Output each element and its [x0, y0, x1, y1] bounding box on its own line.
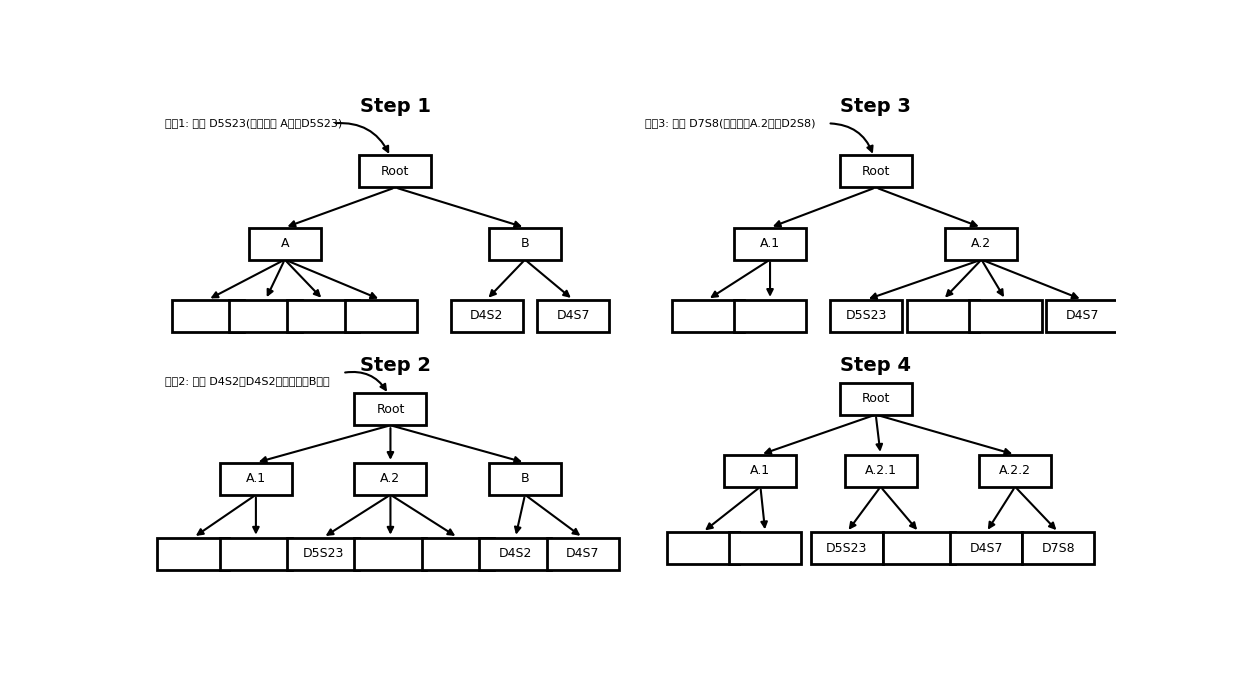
Text: Step 2: Step 2 [360, 356, 430, 375]
FancyBboxPatch shape [219, 463, 291, 495]
Text: D4S2: D4S2 [470, 310, 503, 322]
FancyBboxPatch shape [355, 393, 427, 425]
FancyBboxPatch shape [844, 455, 916, 486]
FancyBboxPatch shape [906, 300, 980, 332]
FancyBboxPatch shape [229, 300, 301, 332]
Text: A.2: A.2 [381, 472, 401, 485]
FancyBboxPatch shape [839, 155, 911, 187]
FancyArrowPatch shape [336, 123, 388, 152]
Text: D4S2: D4S2 [498, 547, 532, 560]
Text: D4S7: D4S7 [557, 310, 590, 322]
Text: A.2.1: A.2.1 [864, 464, 897, 477]
FancyBboxPatch shape [945, 228, 1018, 260]
Text: 指令1: 插入 D5S23(选取节点 A插入D5S23): 指令1: 插入 D5S23(选取节点 A插入D5S23) [165, 118, 342, 128]
Text: A.1: A.1 [760, 237, 780, 250]
FancyBboxPatch shape [489, 228, 560, 260]
Text: Root: Root [381, 165, 409, 178]
FancyBboxPatch shape [288, 300, 360, 332]
FancyBboxPatch shape [830, 300, 903, 332]
Text: Root: Root [862, 392, 890, 405]
Text: Root: Root [376, 403, 404, 416]
Text: Step 1: Step 1 [360, 96, 430, 116]
FancyBboxPatch shape [219, 537, 291, 570]
Text: D4S7: D4S7 [970, 542, 1003, 555]
Text: 指令3: 插入 D7S8(选取节点A.2插入D2S8): 指令3: 插入 D7S8(选取节点A.2插入D2S8) [645, 118, 816, 128]
FancyBboxPatch shape [249, 228, 321, 260]
FancyBboxPatch shape [360, 155, 432, 187]
FancyBboxPatch shape [734, 300, 806, 332]
FancyArrowPatch shape [831, 124, 873, 152]
FancyBboxPatch shape [667, 532, 739, 564]
Text: A.1: A.1 [750, 464, 770, 477]
FancyBboxPatch shape [729, 532, 801, 564]
Text: B: B [521, 237, 529, 250]
FancyBboxPatch shape [883, 532, 955, 564]
FancyBboxPatch shape [724, 455, 796, 486]
FancyBboxPatch shape [355, 537, 427, 570]
Text: D4S7: D4S7 [565, 547, 599, 560]
Text: Step 3: Step 3 [841, 96, 911, 116]
FancyBboxPatch shape [1022, 532, 1095, 564]
Text: D5S23: D5S23 [826, 542, 868, 555]
Text: D4S7: D4S7 [1065, 310, 1099, 322]
FancyBboxPatch shape [839, 382, 911, 414]
FancyBboxPatch shape [345, 300, 417, 332]
FancyBboxPatch shape [537, 300, 609, 332]
FancyBboxPatch shape [422, 537, 494, 570]
FancyBboxPatch shape [450, 300, 522, 332]
Text: A: A [280, 237, 289, 250]
FancyBboxPatch shape [672, 300, 744, 332]
FancyArrowPatch shape [345, 372, 386, 390]
FancyBboxPatch shape [811, 532, 883, 564]
Text: D5S23: D5S23 [303, 547, 343, 560]
FancyBboxPatch shape [157, 537, 229, 570]
FancyBboxPatch shape [489, 463, 560, 495]
FancyBboxPatch shape [970, 300, 1042, 332]
Text: A.2: A.2 [971, 237, 992, 250]
FancyBboxPatch shape [950, 532, 1022, 564]
FancyBboxPatch shape [1047, 300, 1118, 332]
Text: 指令2: 删除 D4S2（D4S2存储在节点B中）: 指令2: 删除 D4S2（D4S2存储在节点B中） [165, 376, 330, 386]
FancyBboxPatch shape [547, 537, 619, 570]
FancyBboxPatch shape [288, 537, 360, 570]
FancyBboxPatch shape [480, 537, 552, 570]
Text: Root: Root [862, 165, 890, 178]
Text: Step 4: Step 4 [841, 356, 911, 375]
Text: A.2.2: A.2.2 [999, 464, 1032, 477]
Text: B: B [521, 472, 529, 485]
Text: D7S8: D7S8 [1042, 542, 1075, 555]
Text: A.1: A.1 [246, 472, 265, 485]
FancyBboxPatch shape [172, 300, 244, 332]
FancyBboxPatch shape [355, 463, 427, 495]
FancyBboxPatch shape [980, 455, 1052, 486]
Text: D5S23: D5S23 [846, 310, 887, 322]
FancyBboxPatch shape [734, 228, 806, 260]
